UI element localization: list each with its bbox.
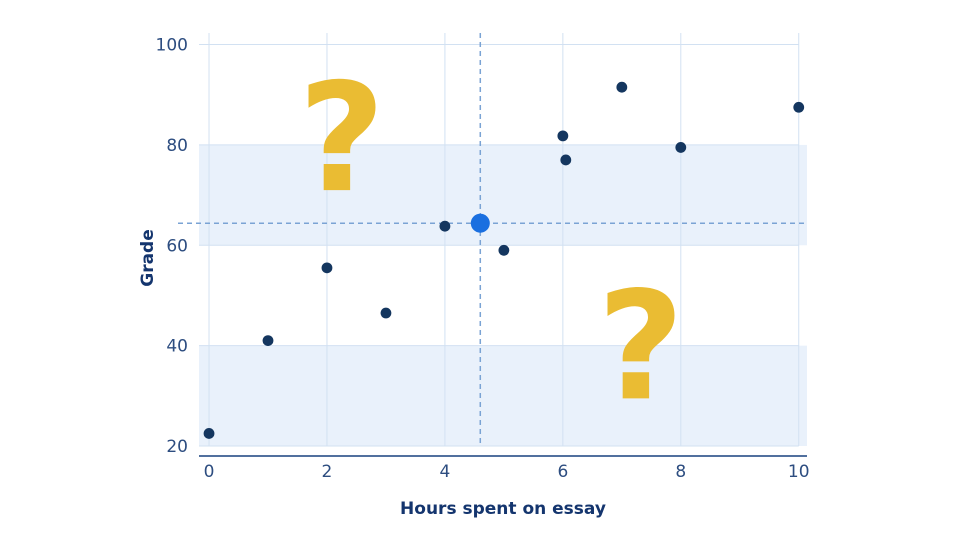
data-point bbox=[321, 262, 333, 274]
y-tick-label: 80 bbox=[166, 136, 188, 156]
data-point bbox=[616, 81, 628, 93]
x-tick-label: 0 bbox=[204, 462, 215, 482]
data-point bbox=[262, 335, 274, 347]
y-tick-label: 20 bbox=[166, 437, 188, 457]
x-axis-title: Hours spent on essay bbox=[400, 499, 606, 519]
data-point bbox=[793, 101, 805, 113]
gridlines-layer bbox=[199, 33, 800, 447]
y-axis-title: Grade bbox=[138, 229, 158, 287]
shaded-band bbox=[199, 144, 807, 246]
data-point bbox=[498, 244, 510, 256]
data-point bbox=[380, 307, 392, 319]
shaded-band bbox=[199, 345, 807, 446]
x-tick-label: 4 bbox=[439, 462, 450, 482]
data-point bbox=[675, 142, 687, 153]
x-tick-label: 6 bbox=[557, 462, 568, 482]
data-point bbox=[203, 428, 215, 439]
y-tick-label: 60 bbox=[166, 236, 188, 256]
data-point bbox=[560, 154, 572, 166]
question-marks-layer: ?? bbox=[298, 52, 684, 434]
question-mark-icon: ? bbox=[298, 52, 385, 226]
tick-labels-layer: 0 2 4 6 8 10 20 40 60 80 100 bbox=[156, 36, 810, 482]
x-tick-label: 8 bbox=[675, 462, 686, 482]
shaded-bands-layer bbox=[199, 144, 807, 446]
crosshair-layer bbox=[178, 33, 807, 446]
question-mark-icon: ? bbox=[597, 260, 684, 434]
data-points-layer bbox=[203, 81, 805, 439]
x-tick-label: 10 bbox=[788, 462, 810, 482]
x-tick-label: 2 bbox=[322, 462, 333, 482]
y-tick-label: 40 bbox=[166, 337, 188, 357]
data-point bbox=[439, 220, 451, 232]
data-point bbox=[557, 130, 569, 142]
highlighted-point[interactable] bbox=[470, 213, 490, 233]
y-tick-label: 100 bbox=[156, 36, 188, 56]
